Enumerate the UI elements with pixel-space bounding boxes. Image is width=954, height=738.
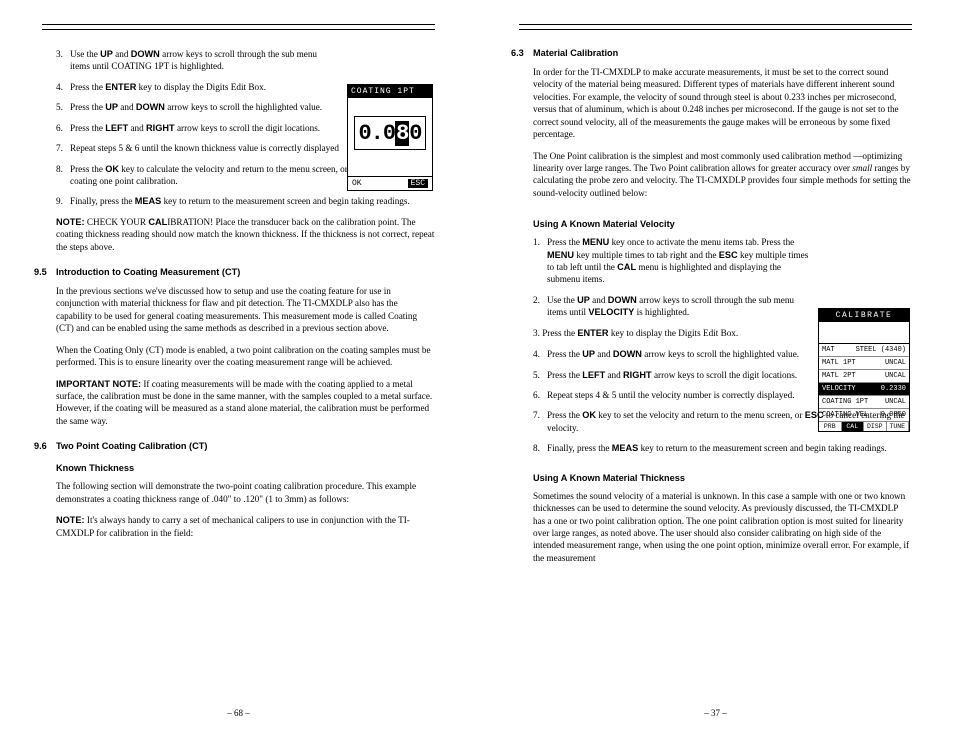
list-text: Press the MENU key once to activate the …: [547, 236, 912, 286]
sub-known-thickness: Using A Known Material Thickness: [533, 473, 912, 483]
sec96-sub: Known Thickness: [56, 463, 435, 473]
fig1-esc: ESC: [408, 179, 428, 188]
fig2-row-label: MATL 2PT: [822, 372, 856, 380]
figure-calibrate-menu: CALIBRATE MATSTEEL (4340)MATL 1PTUNCALMA…: [818, 308, 910, 432]
fig1-footer: OK ESC: [348, 176, 432, 190]
fig2-title: CALIBRATE: [819, 309, 909, 322]
fig2-row: MATL 1PT UNCAL: [819, 357, 909, 370]
list-num: 1.: [533, 236, 547, 286]
fig2-gap: [819, 322, 909, 344]
list-num: 9.: [56, 195, 70, 207]
list-num: 8.: [56, 163, 70, 188]
sec95-p2: When the Coating Only (CT) mode is enabl…: [56, 344, 435, 369]
fig2-row: VELOCITY 0.2330: [819, 383, 909, 396]
fig2-row: COATING VEL 0.0850: [819, 409, 909, 422]
fig1-val-left: 0.0: [358, 121, 395, 146]
list-num: 8.: [533, 442, 547, 454]
list-num: 5.: [56, 101, 70, 113]
sec-title: Introduction to Coating Measurement (CT): [56, 267, 240, 277]
right-content: 6.3 Material Calibration In order for th…: [519, 48, 912, 564]
sec95-p3: IMPORTANT NOTE: If coating measurements …: [56, 378, 435, 428]
sec95-p1: In the previous sections we've discussed…: [56, 285, 435, 335]
fig1-val-hl: 8: [395, 121, 409, 146]
fig2-row: MATL 2PT UNCAL: [819, 370, 909, 383]
sec96-p1: The following section will demonstrate t…: [56, 480, 435, 505]
fig2-row-value: 0.0850: [881, 411, 906, 419]
header-rules: [42, 24, 435, 30]
fig2-row-value: 0.2330: [881, 385, 906, 393]
list-num: 2.: [533, 294, 547, 319]
sec63-p2: The One Point calibration is the simples…: [533, 150, 912, 200]
fig1-body: 0.080: [348, 98, 432, 176]
fig2-tab: TUNE: [887, 422, 910, 431]
section-9-5-head: 9.5 Introduction to Coating Measurement …: [56, 267, 435, 277]
right-list1: 1.Press the MENU key once to activate th…: [533, 236, 912, 319]
fig2-row-value: UNCAL: [885, 372, 906, 380]
p-sub2: Sometimes the sound velocity of a materi…: [533, 490, 912, 565]
left-page: 3.Use the UP and DOWN arrow keys to scro…: [0, 0, 477, 738]
list-item: 9.Finally, press the MEAS key to return …: [56, 195, 435, 207]
list-num: 6.: [56, 122, 70, 134]
sec-num: 9.5: [34, 267, 56, 277]
sec-num: 6.3: [511, 48, 533, 58]
fig2-row-value: STEEL (4340): [856, 346, 906, 354]
list-num: 4.: [56, 81, 70, 93]
fig2-tab: PRB: [819, 422, 842, 431]
pagenum-right: – 37 –: [477, 708, 954, 718]
fig2-row: MAT STEEL (4340): [819, 344, 909, 357]
fig2-tabs: PRBCALDISPTUNE: [819, 422, 909, 431]
list-text: Finally, press the MEAS key to return to…: [70, 195, 435, 207]
list-num: 3.: [56, 48, 70, 73]
fig2-row: COATING 1PT UNCAL: [819, 396, 909, 409]
list-item: 3.Use the UP and DOWN arrow keys to scro…: [56, 48, 435, 73]
fig2-row-label: MAT: [822, 346, 835, 354]
list-item: 8.Finally, press the MEAS key to return …: [533, 442, 912, 454]
figure-coating-1pt: COATING 1PT 0.080 OK ESC: [347, 84, 433, 191]
pagenum-left: – 68 –: [0, 708, 477, 718]
fig2-tab: CAL: [842, 422, 865, 431]
fig1-val-right: 0: [409, 121, 421, 146]
sec-title: Material Calibration: [533, 48, 618, 58]
list-text: Use the UP and DOWN arrow keys to scroll…: [70, 48, 435, 73]
list-item: 1.Press the MENU key once to activate th…: [533, 236, 912, 286]
fig1-title: COATING 1PT: [348, 85, 432, 98]
fig2-row-value: UNCAL: [885, 359, 906, 367]
list-num: 7.: [533, 409, 547, 434]
sec-num: 9.6: [34, 441, 56, 451]
header-rules: [519, 24, 912, 30]
sec63-p1: In order for the TI-CMXDLP to make accur…: [533, 66, 912, 141]
list-num: 7.: [56, 142, 70, 154]
fig2-row-label: COATING VEL: [822, 411, 868, 419]
section-9-6-head: 9.6 Two Point Coating Calibration (CT): [56, 441, 435, 451]
section-6-3-head: 6.3 Material Calibration: [533, 48, 912, 58]
fig1-display: 0.080: [354, 116, 426, 150]
right-page: 6.3 Material Calibration In order for th…: [477, 0, 954, 738]
note1: NOTE: CHECK YOUR CALIBRATION! Place the …: [56, 216, 435, 253]
fig2-row-label: MATL 1PT: [822, 359, 856, 367]
list-num: 5.: [533, 369, 547, 381]
sec96-p2: NOTE: It's always handy to carry a set o…: [56, 514, 435, 539]
sec-title: Two Point Coating Calibration (CT): [56, 441, 207, 451]
fig2-row-label: COATING 1PT: [822, 398, 868, 406]
fig2-tab: DISP: [864, 422, 887, 431]
fig2-row-label: VELOCITY: [822, 385, 856, 393]
sub-known-velocity: Using A Known Material Velocity: [533, 219, 912, 229]
list-num: 6.: [533, 389, 547, 401]
fig2-row-value: UNCAL: [885, 398, 906, 406]
fig1-ok: OK: [352, 179, 362, 188]
list-text: Finally, press the MEAS key to return to…: [547, 442, 912, 454]
list-num: 4.: [533, 348, 547, 360]
